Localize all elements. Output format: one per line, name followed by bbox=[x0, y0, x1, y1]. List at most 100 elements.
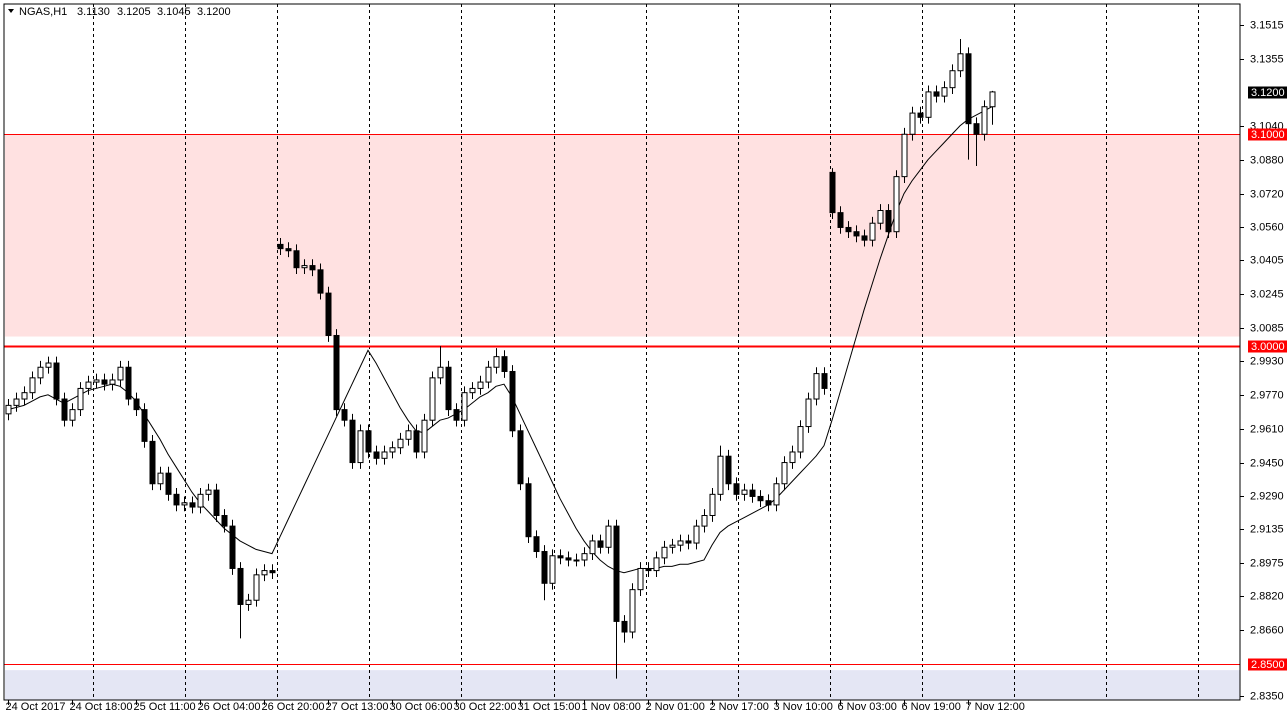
candle-body bbox=[37, 366, 44, 379]
candle-body bbox=[981, 106, 988, 135]
moving-average bbox=[7, 106, 993, 574]
price-tags: 3.1000 3.0000 2.8500 3.1200 bbox=[1248, 86, 1287, 671]
y-tick-label: 3.0245 bbox=[1250, 288, 1284, 300]
candle-body bbox=[61, 398, 68, 421]
zones bbox=[5, 134, 1240, 700]
y-tick-label: 2.9930 bbox=[1250, 355, 1284, 367]
x-tick-label: 6 Nov 19:00 bbox=[902, 701, 961, 713]
candle-body bbox=[317, 269, 324, 294]
current-price-tag bbox=[1248, 86, 1287, 99]
candle-body bbox=[805, 398, 812, 428]
candle-body bbox=[197, 493, 204, 508]
candle-body bbox=[349, 419, 356, 464]
candle-body bbox=[621, 620, 628, 633]
candle-body bbox=[93, 379, 100, 383]
candle-body bbox=[917, 112, 924, 118]
x-tick-label: 2 Nov 17:00 bbox=[710, 701, 769, 713]
y-tick-label: 2.9290 bbox=[1250, 490, 1284, 502]
y-tick-label: 2.9135 bbox=[1250, 523, 1284, 535]
symbol: NGAS,H1 bbox=[19, 6, 67, 18]
candle-body bbox=[165, 472, 172, 495]
candle-body bbox=[741, 489, 748, 495]
candle-body bbox=[797, 426, 804, 453]
candle-body bbox=[309, 265, 316, 271]
candle-body bbox=[509, 370, 516, 432]
level-tag bbox=[1248, 128, 1287, 141]
candle-body bbox=[733, 483, 740, 495]
candle-body bbox=[101, 379, 108, 385]
candle-body bbox=[437, 366, 444, 379]
candle-body bbox=[45, 362, 52, 368]
candle-body bbox=[781, 462, 788, 485]
candle-body bbox=[485, 366, 492, 383]
candle-body bbox=[941, 87, 948, 97]
level-tag-label: 3.1000 bbox=[1251, 129, 1285, 141]
candle-body bbox=[365, 430, 372, 453]
candle-body bbox=[29, 377, 36, 394]
candle-body bbox=[181, 502, 188, 506]
candle-body bbox=[85, 381, 92, 389]
candle-body bbox=[637, 567, 644, 591]
candle-body bbox=[293, 250, 300, 269]
zone bbox=[5, 670, 1240, 700]
y-tick-label: 2.8350 bbox=[1250, 690, 1284, 702]
x-tick-label: 26 Oct 04:00 bbox=[198, 701, 261, 713]
candle-body bbox=[629, 589, 636, 633]
candle-body bbox=[373, 451, 380, 459]
candle-body bbox=[469, 387, 476, 394]
candle-body bbox=[205, 489, 212, 495]
candle-body bbox=[837, 212, 844, 228]
header-value: 3.1205 bbox=[117, 6, 151, 18]
candle-body bbox=[173, 493, 180, 506]
candle-body bbox=[133, 398, 140, 411]
header-value: 3.1200 bbox=[197, 6, 231, 18]
y-tick-label: 2.9770 bbox=[1250, 389, 1284, 401]
candle-body bbox=[949, 70, 956, 89]
candle-body bbox=[789, 451, 796, 464]
candle-body bbox=[21, 392, 28, 400]
candle-body bbox=[333, 334, 340, 411]
candle-body bbox=[597, 540, 604, 548]
level-tag-label: 3.0000 bbox=[1251, 341, 1285, 353]
x-tick-label: 31 Oct 15:00 bbox=[518, 701, 581, 713]
x-tick-label: 3 Nov 10:00 bbox=[774, 701, 833, 713]
candle-body bbox=[149, 440, 156, 485]
header-value: 3.1130 bbox=[77, 6, 110, 18]
candle-body bbox=[757, 495, 764, 502]
candle-body bbox=[405, 430, 412, 440]
menu-arrow[interactable] bbox=[8, 9, 14, 13]
y-tick-label: 2.9610 bbox=[1250, 423, 1284, 435]
y-tick-label: 2.8820 bbox=[1250, 590, 1284, 602]
candle-body bbox=[381, 451, 388, 459]
candle-body bbox=[605, 525, 612, 548]
axes: 3.15153.13553.10403.08803.07203.05603.04… bbox=[6, 19, 1284, 713]
candle-body bbox=[189, 502, 196, 508]
candle-body bbox=[749, 489, 756, 497]
candle-body bbox=[925, 91, 932, 118]
candle-body bbox=[901, 133, 908, 178]
x-tick-label: 24 Oct 18:00 bbox=[70, 701, 133, 713]
candle-body bbox=[845, 226, 852, 233]
candle-body bbox=[877, 210, 884, 224]
candle-body bbox=[429, 377, 436, 421]
candle-body bbox=[525, 483, 532, 538]
x-tick-label: 2 Nov 01:00 bbox=[646, 701, 705, 713]
candle-body bbox=[533, 536, 540, 553]
current-price-label: 3.1200 bbox=[1251, 87, 1285, 99]
x-tick-label: 26 Oct 20:00 bbox=[262, 701, 325, 713]
levels bbox=[4, 134, 1240, 665]
candle-body bbox=[589, 540, 596, 555]
candle-body bbox=[685, 540, 692, 544]
candle-body bbox=[973, 123, 980, 135]
candle-body bbox=[613, 525, 620, 622]
zone bbox=[5, 134, 1240, 337]
candle-body bbox=[501, 356, 508, 372]
candle-body bbox=[141, 409, 148, 442]
candle-body bbox=[701, 515, 708, 527]
x-tick-label: 6 Nov 03:00 bbox=[838, 701, 897, 713]
y-tick-label: 3.0405 bbox=[1250, 254, 1284, 266]
candle-body bbox=[253, 574, 260, 601]
